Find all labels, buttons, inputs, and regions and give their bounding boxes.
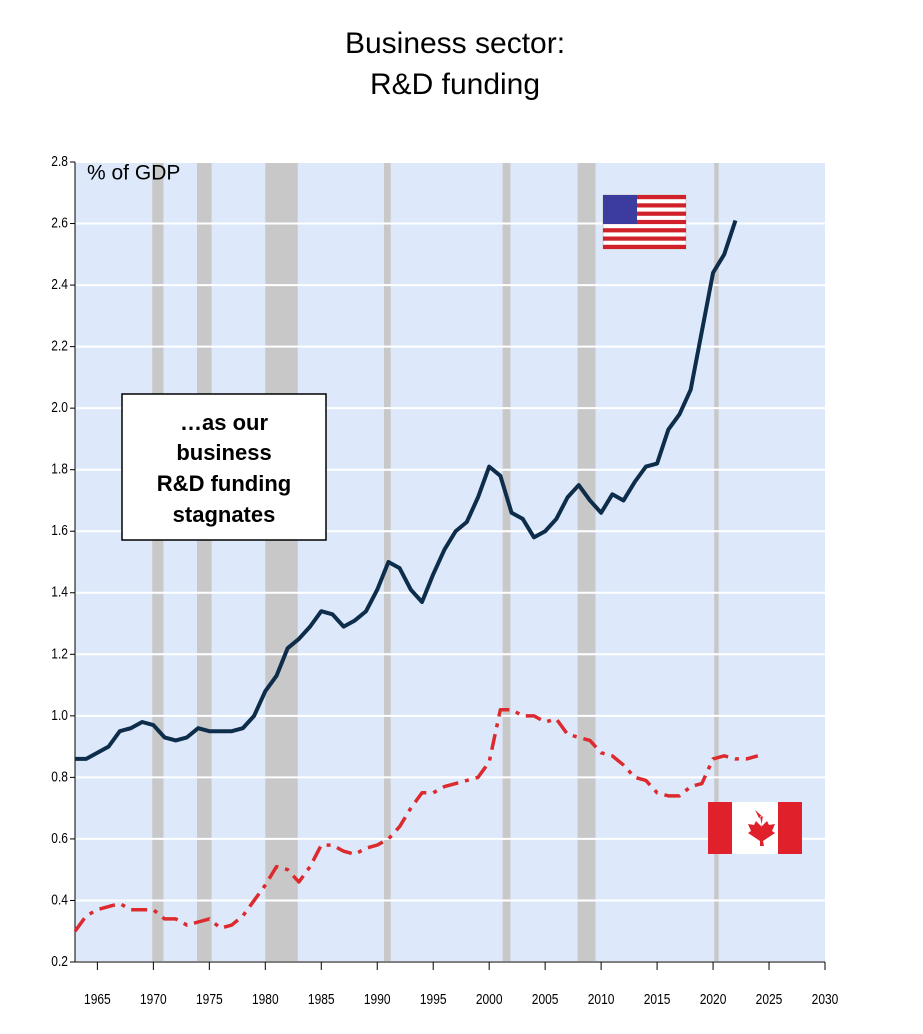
recession-band	[197, 162, 212, 962]
x-tick-label: 2000	[476, 991, 503, 1008]
recession-band	[714, 162, 719, 962]
annotation-box: …as our business R&D funding stagnates	[121, 393, 327, 541]
x-tick-label: 1965	[84, 991, 111, 1008]
x-tick-label: 2010	[588, 991, 615, 1008]
series-line	[75, 219, 738, 761]
x-tick-label: 2025	[756, 991, 783, 1008]
y-tick-label: 2.6	[51, 214, 68, 231]
canada-flag	[708, 802, 802, 854]
recession-band	[152, 162, 164, 962]
y-tick-label: 2.0	[51, 399, 68, 416]
x-tick-label: 1985	[308, 991, 335, 1008]
y-tick-label: 0.6	[51, 830, 68, 847]
x-tick-label: 1975	[196, 991, 223, 1008]
x-tick-label: 1980	[252, 991, 279, 1008]
annotation-text: stagnates	[173, 502, 276, 527]
chart-title: Business sector:	[345, 27, 565, 60]
recession-band	[577, 162, 596, 962]
x-tick-label: 2005	[532, 991, 559, 1008]
y-tick-label: 1.0	[51, 707, 68, 724]
y-tick-label: 1.6	[51, 522, 68, 539]
y-tick-label: 2.4	[51, 276, 68, 293]
y-tick-label: 1.4	[51, 583, 68, 600]
y-tick-label: 0.8	[51, 768, 68, 785]
y-tick-label: 1.8	[51, 460, 68, 477]
y-axis-label: % of GDP	[87, 162, 180, 185]
y-tick-label: 0.4	[51, 891, 68, 908]
x-tick-label: 1990	[364, 991, 391, 1008]
series-line	[73, 707, 759, 933]
recession-band	[502, 162, 511, 962]
x-tick-label: 1970	[140, 991, 167, 1008]
x-tick-label: 2030	[812, 991, 839, 1008]
y-tick-label: 2.2	[51, 337, 68, 354]
chart-title: R&D funding	[370, 68, 540, 101]
annotation-text: …as our	[180, 410, 268, 435]
y-tick-label: 2.8	[51, 153, 68, 170]
annotation-text: R&D funding	[157, 471, 291, 496]
y-tick-label: 0.2	[51, 953, 68, 970]
x-tick-label: 2015	[644, 991, 671, 1008]
x-tick-label: 1995	[420, 991, 447, 1008]
annotation-text: business	[176, 440, 271, 465]
us-flag	[602, 194, 687, 250]
y-tick-label: 1.2	[51, 645, 68, 662]
recession-band	[265, 162, 298, 962]
plot-area: 0.2 0.4 0.6 0.8 1.0 1.2 1.4 1.6 1.8 2.0 2.2 2.4 2.6 2…	[51, 153, 838, 1008]
x-tick-label: 2020	[700, 991, 727, 1008]
